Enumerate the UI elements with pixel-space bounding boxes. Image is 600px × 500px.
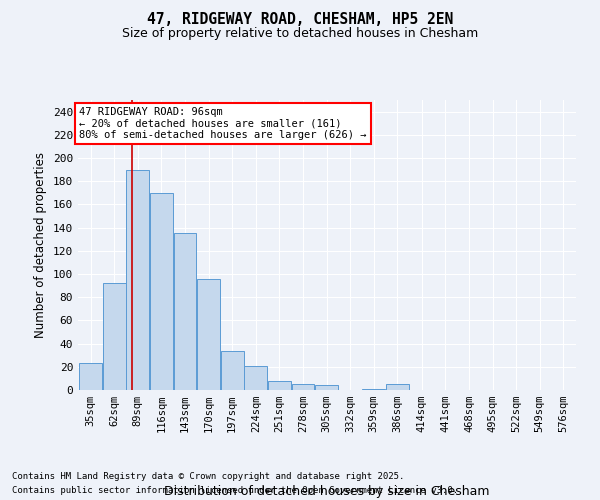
X-axis label: Distribution of detached houses by size in Chesham: Distribution of detached houses by size … — [164, 485, 490, 498]
Text: Contains public sector information licensed under the Open Government Licence v3: Contains public sector information licen… — [12, 486, 458, 495]
Bar — [150, 193, 173, 390]
Bar — [315, 386, 338, 390]
Text: 47 RIDGEWAY ROAD: 96sqm
← 20% of detached houses are smaller (161)
80% of semi-d: 47 RIDGEWAY ROAD: 96sqm ← 20% of detache… — [79, 107, 367, 140]
Bar — [386, 384, 409, 390]
Bar — [292, 384, 314, 390]
Bar — [79, 364, 102, 390]
Bar — [268, 380, 291, 390]
Bar — [127, 170, 149, 390]
Bar — [221, 350, 244, 390]
Bar — [197, 278, 220, 390]
Text: Contains HM Land Registry data © Crown copyright and database right 2025.: Contains HM Land Registry data © Crown c… — [12, 472, 404, 481]
Bar — [362, 389, 385, 390]
Y-axis label: Number of detached properties: Number of detached properties — [34, 152, 47, 338]
Bar — [103, 284, 125, 390]
Text: Size of property relative to detached houses in Chesham: Size of property relative to detached ho… — [122, 28, 478, 40]
Text: 47, RIDGEWAY ROAD, CHESHAM, HP5 2EN: 47, RIDGEWAY ROAD, CHESHAM, HP5 2EN — [147, 12, 453, 28]
Bar — [173, 234, 196, 390]
Bar — [244, 366, 267, 390]
